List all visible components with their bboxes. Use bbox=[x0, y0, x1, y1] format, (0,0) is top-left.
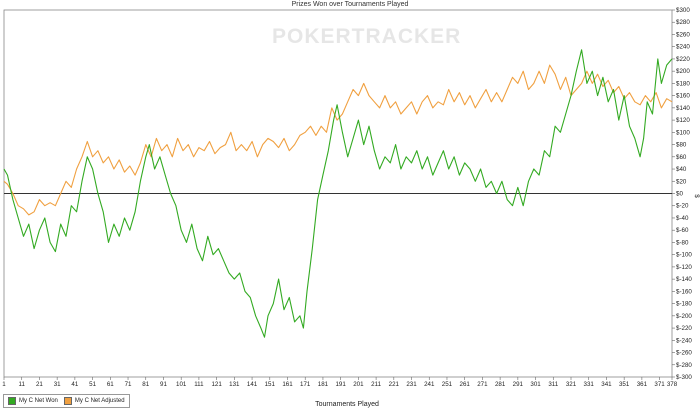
x-tick-label: 121 bbox=[211, 381, 222, 388]
y-tick-label: $40 bbox=[676, 166, 687, 173]
legend: My C Net Won My C Net Adjusted bbox=[3, 394, 130, 408]
y-tick-label: $-80 bbox=[676, 239, 689, 246]
legend-label: My C Net Won bbox=[19, 398, 58, 404]
y-tick-label: $180 bbox=[676, 80, 690, 87]
y-tick-label: $-260 bbox=[676, 350, 692, 357]
y-tick-label: $-60 bbox=[676, 227, 689, 234]
x-tick-label: 1 bbox=[2, 381, 6, 388]
x-tick-label: 141 bbox=[247, 381, 258, 388]
y-tick-label: $-300 bbox=[676, 374, 692, 381]
y-tick-label: $-240 bbox=[676, 337, 692, 344]
y-axis-label: $ bbox=[693, 194, 700, 198]
x-tick-label: 41 bbox=[71, 381, 78, 388]
x-tick-label: 241 bbox=[424, 381, 435, 388]
y-tick-label: $-180 bbox=[676, 301, 692, 308]
x-tick-label: 371 bbox=[654, 381, 665, 388]
y-tick-label: $220 bbox=[676, 56, 690, 63]
legend-swatch bbox=[63, 397, 72, 405]
x-tick-label: 341 bbox=[601, 381, 612, 388]
x-tick-label: 151 bbox=[265, 381, 276, 388]
y-tick-label: $-200 bbox=[676, 313, 692, 320]
x-tick-label: 231 bbox=[406, 381, 417, 388]
y-tick-label: $200 bbox=[676, 68, 690, 75]
x-tick-label: 291 bbox=[513, 381, 524, 388]
x-tick-label: 91 bbox=[160, 381, 167, 388]
y-tick-label: $-220 bbox=[676, 325, 692, 332]
y-tick-label: $-40 bbox=[676, 215, 689, 222]
x-tick-label: 351 bbox=[619, 381, 630, 388]
legend-item-net-adjusted[interactable]: My C Net Adjusted bbox=[63, 397, 125, 405]
y-tick-label: $-140 bbox=[676, 276, 692, 283]
y-tick-label: $260 bbox=[676, 31, 690, 38]
x-tick-label: 31 bbox=[54, 381, 61, 388]
x-tick-label: 101 bbox=[176, 381, 187, 388]
y-tick-label: $-120 bbox=[676, 264, 692, 271]
x-tick-label: 271 bbox=[477, 381, 488, 388]
y-tick-label: $240 bbox=[676, 44, 690, 51]
x-tick-label: 11 bbox=[19, 381, 26, 388]
series-line-net-adjusted bbox=[3, 64, 673, 216]
x-tick-label: 181 bbox=[318, 381, 329, 388]
series-line-net-won bbox=[3, 49, 673, 338]
x-tick-label: 321 bbox=[566, 381, 577, 388]
y-tick-label: $300 bbox=[676, 7, 690, 14]
y-tick-label: $160 bbox=[676, 93, 690, 100]
x-tick-label: 161 bbox=[282, 381, 293, 388]
x-tick-label: 221 bbox=[389, 381, 400, 388]
y-tick-label: $-160 bbox=[676, 288, 692, 295]
y-tick-label: $60 bbox=[676, 154, 687, 161]
y-tick-label: $-280 bbox=[676, 362, 692, 369]
x-tick-label: 171 bbox=[300, 381, 311, 388]
x-tick-label: 331 bbox=[584, 381, 595, 388]
x-tick-label: 61 bbox=[107, 381, 114, 388]
x-tick-label: 201 bbox=[353, 381, 364, 388]
y-tick-label: $100 bbox=[676, 129, 690, 136]
x-tick-label: 301 bbox=[530, 381, 541, 388]
y-tick-label: $120 bbox=[676, 117, 690, 124]
y-tick-label: $0 bbox=[676, 191, 683, 198]
x-tick-label: 191 bbox=[335, 381, 346, 388]
x-tick-label: 211 bbox=[371, 381, 381, 388]
x-tick-label: 81 bbox=[142, 381, 149, 388]
x-tick-label: 281 bbox=[495, 381, 506, 388]
x-axis-label: Tournaments Played bbox=[315, 401, 379, 408]
x-tick-label: 71 bbox=[125, 381, 132, 388]
x-tick-label: 378 bbox=[667, 381, 678, 388]
x-tick-label: 251 bbox=[442, 381, 453, 388]
x-tick-label: 361 bbox=[637, 381, 648, 388]
y-tick-label: $80 bbox=[676, 142, 687, 149]
y-tick-label: $-100 bbox=[676, 252, 692, 259]
x-tick-label: 21 bbox=[36, 381, 43, 388]
legend-item-net-won[interactable]: My C Net Won bbox=[8, 397, 58, 405]
x-tick-label: 311 bbox=[548, 381, 558, 388]
watermark-logo: POKERTRACKER bbox=[272, 25, 462, 48]
y-tick-label: $20 bbox=[676, 178, 687, 185]
legend-label: My C Net Adjusted bbox=[74, 398, 125, 404]
x-tick-label: 131 bbox=[229, 381, 240, 388]
x-tick-label: 51 bbox=[89, 381, 96, 388]
y-tick-label: $280 bbox=[676, 19, 690, 26]
x-tick-label: 261 bbox=[460, 381, 471, 388]
y-tick-label: $-20 bbox=[676, 203, 689, 210]
chart-title: Prizes Won over Tournaments Played bbox=[291, 1, 409, 8]
y-tick-label: $140 bbox=[676, 105, 690, 112]
legend-swatch bbox=[8, 397, 16, 405]
x-tick-label: 111 bbox=[194, 381, 204, 388]
